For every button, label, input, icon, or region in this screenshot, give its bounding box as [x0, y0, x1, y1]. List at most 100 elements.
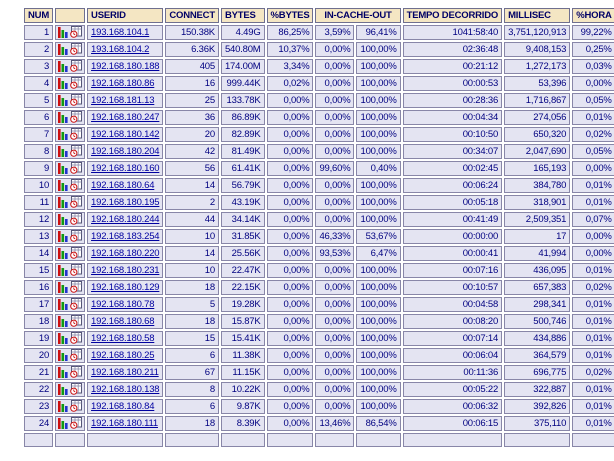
userid-link[interactable]: 192.168.180.64 — [91, 180, 155, 191]
datetime-icon[interactable] — [70, 213, 83, 226]
datetime-icon[interactable] — [70, 400, 83, 413]
bar-graph-icon[interactable] — [58, 383, 68, 396]
datetime-icon[interactable] — [70, 417, 83, 430]
userid-link[interactable]: 192.168.183.254 — [91, 231, 160, 242]
bar-graph-icon[interactable] — [58, 264, 68, 277]
userid-link[interactable]: 192.168.180.211 — [91, 367, 159, 378]
datetime-icon[interactable] — [70, 230, 83, 243]
userid-link[interactable]: 192.168.180.204 — [91, 146, 160, 157]
tempo-cell: 00:21:12 — [402, 59, 503, 74]
bar-graph-icon[interactable] — [58, 94, 68, 107]
bar-graph-icon[interactable] — [58, 281, 68, 294]
datetime-icon[interactable] — [70, 43, 83, 56]
userid-link[interactable]: 192.168.180.86 — [91, 78, 155, 89]
num-cell: 11 — [24, 195, 54, 210]
datetime-icon[interactable] — [70, 77, 83, 90]
datetime-icon[interactable] — [70, 332, 83, 345]
tempo-cell: 00:41:49 — [402, 212, 503, 227]
datetime-icon[interactable] — [70, 281, 83, 294]
connect-cell: 6 — [165, 399, 219, 414]
bar-graph-icon[interactable] — [58, 332, 68, 345]
datetime-icon[interactable] — [70, 264, 83, 277]
userid-link[interactable]: 192.168.180.68 — [91, 316, 155, 327]
bar-graph-icon[interactable] — [58, 26, 68, 39]
bar-graph-icon[interactable] — [58, 400, 68, 413]
datetime-icon[interactable] — [70, 196, 83, 209]
bytes-cell — [220, 433, 265, 447]
bar-graph-icon[interactable] — [58, 366, 68, 379]
datetime-icon[interactable] — [70, 111, 83, 124]
connect-cell: 25 — [165, 93, 219, 108]
datetime-icon[interactable] — [70, 349, 83, 362]
datetime-icon[interactable] — [70, 179, 83, 192]
bytes-cell: 81.49K — [220, 144, 265, 159]
userid-link[interactable]: 192.168.180.25 — [91, 350, 155, 361]
bar-graph-icon[interactable] — [58, 128, 68, 141]
datetime-icon[interactable] — [70, 94, 83, 107]
datetime-icon[interactable] — [70, 298, 83, 311]
userid-cell: 192.168.180.244 — [87, 212, 164, 227]
millisec-cell: 318,901 — [504, 195, 571, 210]
bar-graph-icon[interactable] — [58, 179, 68, 192]
datetime-icon[interactable] — [70, 247, 83, 260]
phora-cell: 99,22% — [572, 25, 614, 40]
userid-link[interactable]: 192.168.180.160 — [91, 163, 160, 174]
bar-graph-icon[interactable] — [58, 43, 68, 56]
bar-graph-icon[interactable] — [58, 77, 68, 90]
bar-graph-icon[interactable] — [58, 213, 68, 226]
bar-graph-icon[interactable] — [58, 247, 68, 260]
tempo-cell: 00:10:57 — [402, 280, 503, 295]
datetime-icon[interactable] — [70, 162, 83, 175]
bar-graph-icon[interactable] — [58, 145, 68, 158]
bar-graph-icon[interactable] — [58, 230, 68, 243]
table-row: 11 192.168.180.195 2 43.19K 0,00% 0,00% 100,0… — [24, 195, 614, 210]
userid-link[interactable]: 192.168.180.188 — [91, 61, 160, 72]
pbytes-cell: 0,00% — [266, 399, 314, 414]
userid-link[interactable]: 192.168.180.142 — [91, 129, 160, 140]
userid-link[interactable]: 192.168.180.129 — [91, 282, 160, 293]
userid-link[interactable]: 192.168.180.231 — [91, 265, 160, 276]
userid-link[interactable]: 192.168.180.84 — [91, 401, 155, 412]
incache-cell: 0,00% — [315, 59, 355, 74]
userid-link[interactable]: 192.168.180.78 — [91, 299, 155, 310]
bar-graph-icon[interactable] — [58, 162, 68, 175]
bar-graph-icon[interactable] — [58, 349, 68, 362]
millisec-cell: 298,341 — [504, 297, 571, 312]
datetime-icon[interactable] — [70, 383, 83, 396]
pbytes-cell: 0,00% — [266, 144, 314, 159]
bar-graph-icon[interactable] — [58, 111, 68, 124]
incache-cell: 93,53% — [315, 246, 355, 261]
datetime-icon[interactable] — [70, 128, 83, 141]
userid-link[interactable]: 193.168.104.1 — [91, 27, 150, 38]
datetime-icon[interactable] — [70, 26, 83, 39]
userid-link[interactable]: 192.168.180.220 — [91, 248, 160, 259]
datetime-icon[interactable] — [70, 60, 83, 73]
num-cell: 13 — [24, 229, 54, 244]
userid-link[interactable]: 192.168.180.111 — [91, 418, 158, 429]
tempo-cell: 00:07:16 — [402, 263, 503, 278]
userid-cell: 192.168.183.254 — [87, 229, 164, 244]
bar-graph-icon[interactable] — [58, 60, 68, 73]
bar-graph-icon[interactable] — [58, 196, 68, 209]
userid-link[interactable]: 192.168.180.247 — [91, 112, 160, 123]
userid-link[interactable]: 192.168.180.244 — [91, 214, 160, 225]
tempo-cell: 00:06:32 — [402, 399, 503, 414]
datetime-icon[interactable] — [70, 315, 83, 328]
userid-link[interactable]: 192.168.180.138 — [91, 384, 160, 395]
userid-link[interactable]: 192.168.180.195 — [91, 197, 160, 208]
incache-cell: 0,00% — [315, 297, 355, 312]
datetime-icon[interactable] — [70, 145, 83, 158]
bytes-cell: 133.78K — [220, 93, 265, 108]
millisec-cell: 392,826 — [504, 399, 571, 414]
userid-link[interactable]: 192.168.180.58 — [91, 333, 155, 344]
outcache-cell: 100,00% — [356, 178, 401, 193]
datetime-icon[interactable] — [70, 366, 83, 379]
tempo-cell: 00:04:58 — [402, 297, 503, 312]
userid-link[interactable]: 192.168.181.13 — [91, 95, 155, 106]
millisec-cell: 1,716,867 — [504, 93, 571, 108]
bar-graph-icon[interactable] — [58, 417, 68, 430]
phora-cell: 0,02% — [572, 127, 614, 142]
userid-link[interactable]: 193.168.104.2 — [91, 44, 150, 55]
bar-graph-icon[interactable] — [58, 315, 68, 328]
bar-graph-icon[interactable] — [58, 298, 68, 311]
